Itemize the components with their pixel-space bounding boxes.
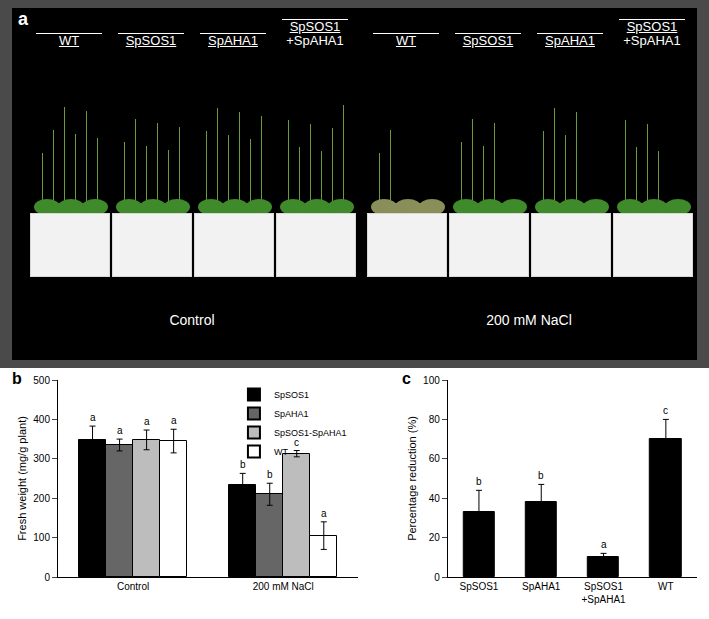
svg-text:80: 80 xyxy=(429,414,441,425)
svg-text:c: c xyxy=(402,370,411,387)
svg-text:400: 400 xyxy=(33,414,50,425)
svg-text:a: a xyxy=(90,412,96,423)
svg-text:SpSOS1-SpAHA1: SpSOS1-SpAHA1 xyxy=(274,428,347,438)
svg-text:SpSOS1: SpSOS1 xyxy=(459,581,498,592)
html-text:SpAHA1: SpAHA1 xyxy=(545,33,595,48)
svg-text:Percentage reduction (%): Percentage reduction (%) xyxy=(406,416,418,541)
svg-text:200: 200 xyxy=(33,493,50,504)
svg-text:SpAHA1: SpAHA1 xyxy=(522,581,561,592)
svg-text:100: 100 xyxy=(423,375,440,386)
html-text:SpAHA1: SpAHA1 xyxy=(208,33,258,48)
html-text:+SpAHA1: +SpAHA1 xyxy=(286,33,344,48)
svg-text:WT: WT xyxy=(658,581,674,592)
html-text:SpSOS1: SpSOS1 xyxy=(626,19,678,34)
html-text:WT: WT xyxy=(395,33,417,48)
html-text:SpSOS1: SpSOS1 xyxy=(462,33,514,48)
html-text:SpSOS1: SpSOS1 xyxy=(289,19,341,34)
html-text:+SpAHA1: +SpAHA1 xyxy=(623,33,681,48)
svg-text:a: a xyxy=(144,416,150,427)
svg-text:b: b xyxy=(267,469,273,480)
svg-text:Control: Control xyxy=(117,581,149,592)
svg-text:a: a xyxy=(171,415,177,426)
svg-text:100: 100 xyxy=(33,532,50,543)
svg-text:0: 0 xyxy=(434,572,440,583)
svg-text:c: c xyxy=(294,437,299,448)
svg-text:b: b xyxy=(12,370,22,387)
svg-text:60: 60 xyxy=(429,453,441,464)
svg-text:SpAHA1: SpAHA1 xyxy=(274,409,309,419)
svg-text:Fresh weight (mg/g plant): Fresh weight (mg/g plant) xyxy=(16,416,28,541)
svg-text:WT: WT xyxy=(274,447,288,457)
svg-text:SpSOS1+SpAHA1: SpSOS1+SpAHA1 xyxy=(581,581,626,605)
svg-text:b: b xyxy=(538,470,544,481)
svg-text:300: 300 xyxy=(33,453,50,464)
svg-text:b: b xyxy=(476,476,482,487)
svg-text:SpSOS1: SpSOS1 xyxy=(274,390,309,400)
html-text:WT: WT xyxy=(58,33,80,48)
html-text:SpSOS1: SpSOS1 xyxy=(125,33,177,48)
svg-text:a: a xyxy=(321,508,327,519)
html-text:Control: Control xyxy=(169,312,215,328)
svg-text:c: c xyxy=(663,405,668,416)
svg-text:0: 0 xyxy=(44,572,50,583)
svg-text:200 mM NaCl: 200 mM NaCl xyxy=(253,581,314,592)
html-text:200 mM NaCl: 200 mM NaCl xyxy=(486,312,572,328)
html-text:a: a xyxy=(18,9,28,29)
svg-text:b: b xyxy=(240,459,246,470)
svg-text:20: 20 xyxy=(429,532,441,543)
svg-text:a: a xyxy=(117,425,123,436)
svg-text:a: a xyxy=(601,539,607,550)
svg-text:40: 40 xyxy=(429,493,441,504)
svg-text:500: 500 xyxy=(33,375,50,386)
